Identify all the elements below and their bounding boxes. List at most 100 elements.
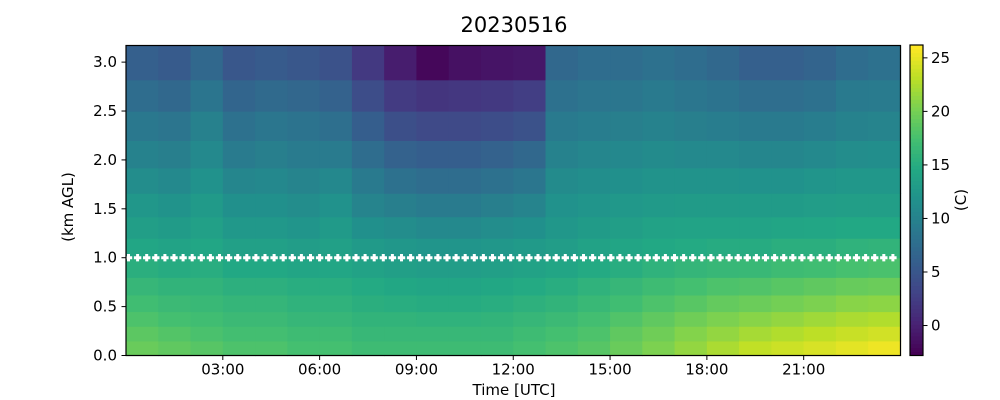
heatmap-cell: [642, 257, 676, 278]
heatmap-cell: [448, 111, 482, 141]
overlay-line-marker: [807, 254, 815, 262]
heatmap-cell: [674, 326, 708, 342]
heatmap-cell: [868, 238, 902, 259]
heatmap-cell: [868, 216, 902, 239]
heatmap-cell: [739, 79, 773, 112]
heatmap-cell: [577, 193, 611, 218]
heatmap-cell: [384, 257, 418, 278]
heatmap-cell: [255, 216, 288, 239]
heatmap-cell: [158, 79, 192, 112]
colorbar-gradient-strip: [910, 223, 923, 228]
colorbar-gradient-strip: [910, 273, 923, 279]
heatmap-cell: [771, 326, 805, 342]
colorbar-gradient-strip: [910, 324, 923, 329]
heatmap-cell: [416, 193, 450, 218]
colorbar-tick-label: 20: [931, 102, 950, 120]
heatmap-cell: [739, 340, 773, 357]
colorbar-gradient-strip: [910, 269, 923, 275]
colorbar-gradient-strip: [910, 331, 923, 337]
colorbar-gradient-strip: [910, 137, 923, 143]
overlay-line-marker: [188, 254, 196, 262]
heatmap-cell: [513, 193, 547, 218]
overlay-line-marker: [416, 254, 424, 262]
heatmap-cell: [545, 167, 579, 194]
heatmap-cell: [448, 294, 482, 313]
heatmap-cell: [480, 167, 514, 194]
colorbar-gradient-strip: [910, 122, 923, 127]
colorbar-gradient-strip: [910, 230, 923, 236]
heatmap-cell: [190, 167, 224, 194]
heatmap-cell: [319, 238, 353, 259]
heatmap-cell: [835, 79, 869, 112]
heatmap-cell: [319, 294, 353, 313]
heatmap-cell: [610, 340, 643, 357]
heatmap-cell: [739, 167, 773, 194]
x-tick-label: 09:00: [395, 361, 438, 379]
heatmap-cell: [255, 111, 288, 141]
heatmap-cell: [835, 257, 869, 278]
x-tick-label: 15:00: [588, 361, 631, 379]
heatmap-cell: [416, 277, 450, 296]
colorbar-gradient-strip: [910, 203, 923, 209]
y-tick-label: 1.0: [93, 249, 117, 267]
heatmap-cell: [287, 111, 321, 141]
heatmap-cell: [287, 216, 321, 239]
overlay-line-marker: [770, 254, 779, 262]
heatmap-cell: [577, 111, 611, 141]
heatmap-cell: [868, 277, 902, 296]
colorbar-gradient-strip: [910, 149, 923, 155]
heatmap-cell: [448, 277, 482, 296]
heatmap-cell: [771, 311, 805, 327]
heatmap-cell: [739, 140, 773, 169]
heatmap-cell: [351, 111, 385, 141]
heatmap-cell: [351, 257, 385, 278]
heatmap-cell: [287, 79, 321, 112]
heatmap-cell: [158, 193, 192, 218]
heatmap-cell: [803, 294, 837, 313]
heatmap-cell: [545, 311, 579, 327]
x-tick-label: 12:00: [492, 361, 535, 379]
colorbar-gradient-strip: [910, 79, 923, 85]
heatmap-cell: [255, 167, 288, 194]
overlay-line-marker: [479, 254, 488, 262]
heatmap-cell: [351, 294, 385, 313]
overlay-line-marker: [780, 254, 788, 262]
overlay-line-marker: [143, 254, 151, 262]
overlay-line-marker: [179, 254, 187, 262]
heatmap-cell: [803, 257, 837, 278]
heatmap-cell: [448, 45, 482, 81]
heatmap-cell: [287, 311, 321, 327]
heatmap-cell: [803, 277, 837, 296]
overlay-line-marker: [698, 254, 706, 262]
heatmap-cell: [513, 294, 547, 313]
heatmap-cell: [416, 311, 450, 327]
heatmap-cell: [480, 45, 514, 81]
heatmap-cell: [416, 216, 450, 239]
colorbar-gradient-strip: [910, 211, 923, 217]
overlay-line-marker: [133, 254, 142, 262]
heatmap-cell: [222, 294, 256, 313]
overlay-line-marker: [434, 254, 442, 262]
overlay-line-marker: [325, 254, 333, 262]
heatmap-cell: [448, 167, 482, 194]
heatmap-cell: [126, 257, 159, 278]
overlay-line-marker: [861, 254, 870, 262]
overlay-line-marker: [880, 254, 888, 262]
heatmap-cell: [771, 216, 805, 239]
heatmap-cell: [416, 140, 450, 169]
heatmap-cell: [706, 257, 740, 278]
heatmap-cell: [255, 326, 288, 342]
colorbar-gradient-strip: [910, 293, 923, 298]
x-tick-label: 18:00: [685, 361, 728, 379]
heatmap-cell: [158, 326, 192, 342]
y-tick-label: 2.5: [93, 102, 117, 120]
heatmap-cell: [287, 167, 321, 194]
overlay-line-marker: [598, 254, 606, 262]
overlay-line-marker: [388, 254, 397, 262]
heatmap-cell: [319, 193, 353, 218]
overlay-line-marker: [761, 254, 770, 262]
y-tick-label: 1.5: [93, 200, 117, 218]
heatmap-cell: [351, 340, 385, 357]
heatmap-cell: [803, 238, 837, 259]
heatmap-cell: [577, 257, 611, 278]
